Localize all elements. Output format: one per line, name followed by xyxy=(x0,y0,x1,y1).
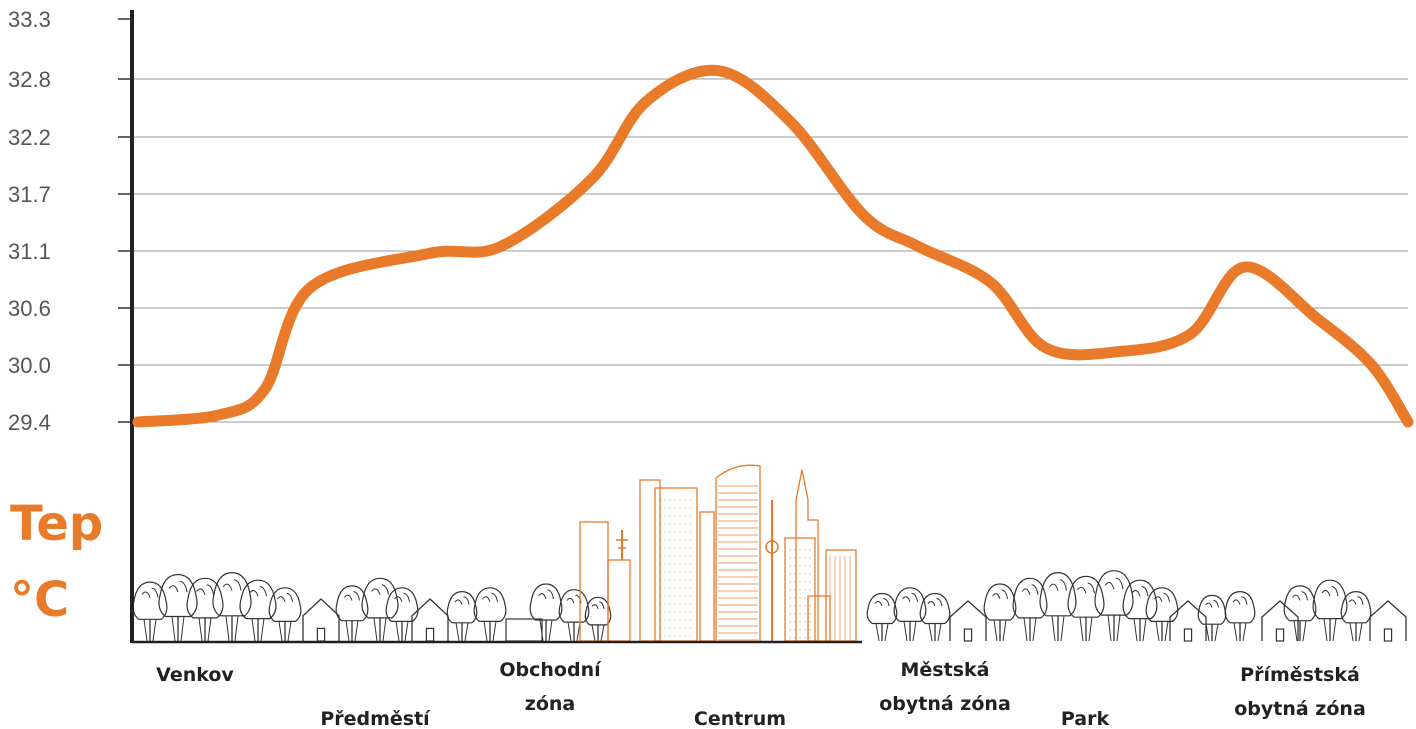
building-icon xyxy=(505,618,543,642)
building-icon xyxy=(784,537,816,642)
category-label: Centrum xyxy=(694,708,786,729)
house-icon xyxy=(1261,600,1299,642)
tree-icon xyxy=(132,581,168,642)
axis xyxy=(118,10,862,644)
temperature-line xyxy=(132,64,1414,428)
category-label: zóna xyxy=(525,693,575,715)
building-icon xyxy=(579,521,609,642)
tree-icon xyxy=(983,583,1017,642)
tree-icon xyxy=(1340,590,1372,642)
tree-icon xyxy=(1197,594,1227,642)
tree-icon xyxy=(268,587,302,642)
building-icon xyxy=(639,479,661,642)
y-axis-label: °C xyxy=(10,572,69,628)
labels: 33.3 32.8 32.2 31.7 31.1 30.6 30.0 29.4 Tep °C Ven… xyxy=(8,7,1366,729)
category-label: obytná zóna xyxy=(1234,698,1366,720)
y-tick-label: 30.0 xyxy=(8,353,51,378)
tree-icon xyxy=(584,596,612,642)
house-icon xyxy=(949,600,987,642)
tree-icon xyxy=(239,579,277,642)
tree-icon xyxy=(919,592,951,642)
tree-icon xyxy=(893,587,927,642)
category-label: Předměstí xyxy=(320,708,431,729)
category-label: Obchodní xyxy=(499,659,602,681)
category-label: Městská xyxy=(901,659,990,681)
building-icon xyxy=(699,511,715,642)
tree-icon xyxy=(1012,577,1048,642)
building-icon xyxy=(807,595,831,642)
tree-icon xyxy=(446,590,478,642)
tree-icon xyxy=(212,571,252,642)
y-tick-label: 30.6 xyxy=(8,296,51,321)
tree-icon xyxy=(1122,579,1158,642)
house-icon xyxy=(302,598,340,642)
y-tick-label: 33.3 xyxy=(8,7,51,32)
tree-icon xyxy=(1224,590,1256,642)
tree-icon xyxy=(385,587,419,642)
building-icon xyxy=(654,487,698,642)
series xyxy=(132,64,1414,428)
y-tick-label: 31.7 xyxy=(8,182,51,207)
tree-icon xyxy=(866,592,898,642)
tree-icon xyxy=(186,577,224,642)
house-icon xyxy=(1369,600,1407,642)
category-label: Park xyxy=(1061,708,1110,729)
city-illustration xyxy=(132,464,1407,642)
y-tick-label: 29.4 xyxy=(8,410,51,435)
skyscraper-icon xyxy=(715,464,761,641)
category-label: Příměstská xyxy=(1240,664,1360,686)
tree-icon xyxy=(1283,585,1317,642)
grid xyxy=(132,78,1408,423)
tree-icon xyxy=(1039,571,1077,642)
tree-icon xyxy=(361,577,399,642)
tree-icon xyxy=(1312,579,1348,642)
tree-icon xyxy=(473,587,507,642)
tower-icon xyxy=(616,539,628,549)
tv-tower-icon xyxy=(765,540,779,554)
tree-icon xyxy=(158,573,198,642)
building-icon xyxy=(607,559,631,642)
tree-icon xyxy=(529,583,563,642)
y-tick-label: 31.1 xyxy=(8,239,51,264)
y-axis-label: Tep xyxy=(10,496,103,552)
tree-icon xyxy=(558,589,590,642)
category-label: Venkov xyxy=(156,664,234,686)
y-tick-label: 32.2 xyxy=(8,125,51,150)
building-icon xyxy=(795,469,819,641)
tree-icon xyxy=(1094,570,1134,642)
tree-icon xyxy=(1145,587,1179,642)
tree-icon xyxy=(1067,575,1105,642)
y-tick-label: 32.8 xyxy=(8,67,51,92)
tree-icon xyxy=(335,585,369,642)
category-label: obytná zóna xyxy=(879,693,1011,715)
